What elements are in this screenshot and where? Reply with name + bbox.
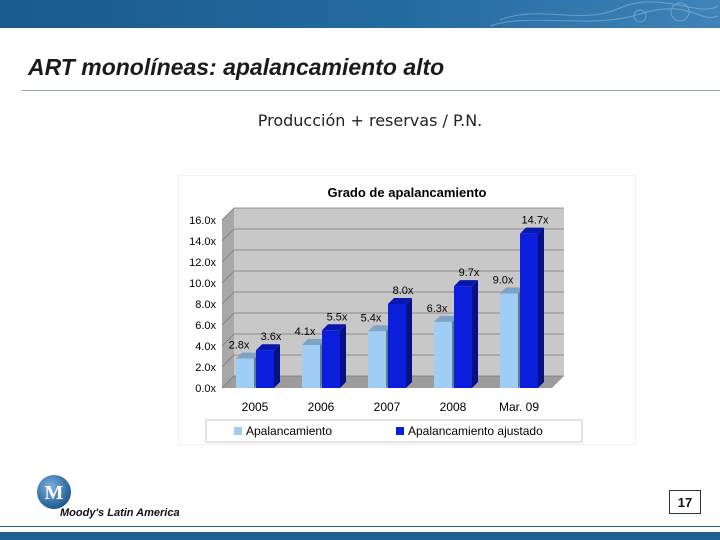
data-label: 6.3x (427, 303, 448, 315)
legend-swatch (234, 427, 242, 435)
bar-top (434, 315, 458, 322)
data-label: 4.1x (295, 326, 316, 338)
data-label: 9.0x (493, 275, 514, 287)
y-tick-label: 2.0x (195, 362, 216, 374)
legend-label: Apalancamiento ajustado (408, 424, 543, 438)
leverage-bar-chart: Grado de apalancamiento 0.0x 2.0x 4.0x 6.0x 8… (178, 175, 636, 445)
bar-top (256, 344, 280, 351)
y-tick-label: 4.0x (195, 341, 216, 353)
gridline (221, 270, 564, 284)
bar-apalancamiento (302, 344, 320, 388)
data-label: 5.4x (361, 312, 382, 324)
bar-side (274, 344, 280, 388)
gridline (221, 228, 564, 242)
slide-title: ART monolíneas: apalancamiento alto (28, 54, 445, 80)
x-tick-label: 2006 (308, 400, 335, 414)
bar-side (340, 324, 346, 388)
y-tick-label: 16.0x (189, 215, 216, 227)
legend-label: Apalancamiento (246, 424, 332, 438)
bar-top (302, 338, 326, 345)
data-label: 2.8x (229, 340, 250, 352)
brand-name: Moody's Latin America (60, 507, 180, 519)
bar-apalancamiento-ajustado (256, 350, 274, 388)
bar-apalancamiento (236, 358, 254, 388)
y-tick-label: 14.0x (189, 236, 216, 248)
bar-apalancamiento-ajustado (520, 233, 538, 388)
legend-swatch (396, 427, 404, 435)
bar-apalancamiento-ajustado (322, 330, 340, 388)
x-tick-label: Mar. 09 (499, 400, 539, 414)
chart-title: Grado de apalancamiento (328, 185, 487, 200)
data-label: 5.5x (327, 311, 348, 323)
header-texture (489, 1, 719, 27)
bar-side (538, 227, 544, 388)
gridline (221, 249, 564, 263)
bar-side (472, 280, 478, 388)
bar-apalancamiento (500, 293, 518, 388)
y-tick-label: 0.0x (195, 383, 216, 395)
y-tick-label: 12.0x (189, 257, 216, 269)
bar-top (500, 287, 524, 294)
page-number: 17 (669, 490, 701, 514)
bar-top (322, 324, 346, 331)
bar-top (236, 352, 260, 359)
bar-top (454, 280, 478, 287)
logo-letter: M (45, 482, 64, 504)
bar-side (406, 298, 412, 388)
top-header-band (0, 0, 720, 28)
bar-top (388, 298, 412, 304)
data-label: 14.7x (522, 215, 549, 227)
data-label: 8.0x (393, 285, 414, 297)
bottom-divider (0, 526, 720, 527)
bar-apalancamiento-ajustado (454, 286, 472, 388)
x-tick-label: 2008 (440, 400, 467, 414)
y-tick-label: 10.0x (189, 278, 216, 290)
chart-panel: Grado de apalancamiento 0.0x 2.0x 4.0x 6.0x 8… (178, 175, 636, 445)
bar-apalancamiento-ajustado (388, 304, 406, 388)
x-tick-label: 2007 (374, 400, 401, 414)
bar-apalancamiento (434, 321, 452, 388)
title-divider (22, 90, 720, 91)
moodys-logo: M (37, 475, 71, 509)
slide-subtitle: Producción + reservas / P.N. (257, 111, 483, 130)
bar-top (520, 227, 544, 234)
chart-legend (205, 419, 583, 443)
bar-apalancamiento (368, 331, 386, 388)
data-label: 9.7x (459, 267, 480, 279)
x-tick-label: 2005 (242, 400, 269, 414)
gridline (221, 207, 564, 221)
data-label: 3.6x (261, 331, 282, 343)
y-tick-label: 8.0x (195, 299, 216, 311)
bar-top (368, 325, 392, 332)
bottom-band (0, 532, 720, 540)
y-tick-label: 6.0x (195, 320, 216, 332)
